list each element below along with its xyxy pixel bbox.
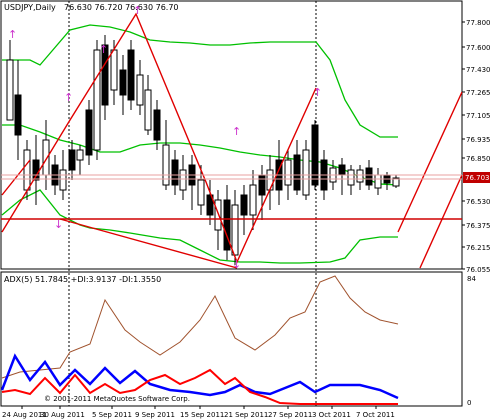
price-tick-label: 76.850 [466, 155, 490, 163]
fractal-up-icon: ↑ [232, 125, 241, 138]
candle-body [68, 149, 76, 171]
fractal-up-icon: ↑ [133, 4, 142, 17]
price-axis: 77.800 77.600 77.430 77.265 77.105 76.935 76.8… [462, 19, 490, 274]
candle-body [374, 174, 382, 189]
price-tick-label: 77.430 [466, 66, 490, 74]
fractal-up-icon: ↑ [64, 91, 73, 104]
candle-body [127, 49, 135, 101]
candle-body [206, 194, 214, 216]
zigzag-line [1, 12, 317, 264]
time-label: 27 Sep 2011 [268, 411, 312, 419]
price-tick-label: 77.600 [466, 44, 490, 52]
copyright-text: © 2001-2011 MetaQuotes Software Corp. [44, 395, 190, 403]
plus-di-line [0, 353, 399, 400]
price-tick-label: 76.935 [466, 136, 490, 144]
ohlc-readout: 76.630 76.720 76.630 76.70 [64, 3, 179, 12]
zigzag-lines [1, 12, 463, 269]
candle-body [223, 199, 231, 251]
candle-body [356, 169, 364, 183]
time-label: 24 Aug 2011 [2, 411, 47, 419]
price-tick-label: 76.215 [466, 244, 490, 252]
price-tick-label: 76.375 [466, 222, 490, 230]
price-tick-label: 76.055 [466, 266, 490, 274]
candle-body [14, 94, 22, 136]
candle-body [214, 199, 222, 231]
candle-body [302, 149, 310, 196]
candle-body [179, 169, 187, 191]
fractal-up-icon: ↑ [99, 43, 108, 56]
adx-axis-bottom: 0 [467, 399, 471, 407]
minus-di-line [1, 368, 398, 405]
candle-body [136, 74, 144, 106]
current-price-label: 76.703 [465, 174, 490, 182]
candle-body [23, 149, 31, 191]
symbol-label: USDJPY,Daily [4, 3, 56, 12]
adx-axis-top: 84 [467, 275, 476, 283]
fractal-down-icon: ↓ [54, 218, 63, 231]
bollinger-line [2, 24, 398, 138]
adx-main-line [1, 275, 399, 379]
candle-body [119, 69, 127, 96]
zigzag-line [397, 91, 463, 233]
candle-body [59, 169, 67, 191]
time-label: 9 Sep 2011 [135, 411, 175, 419]
candle-body [101, 44, 109, 106]
candle-body [76, 149, 84, 161]
price-tick-label: 76.530 [466, 198, 490, 206]
candle-body [284, 159, 292, 186]
zigzag-line [59, 218, 238, 269]
candle-body [153, 109, 161, 141]
candle-body [85, 109, 93, 156]
candle-body [171, 159, 179, 186]
candle-body [197, 179, 205, 206]
candle-body [258, 174, 266, 196]
candle-body [347, 169, 355, 186]
candle-body [231, 204, 239, 256]
candle-body [392, 177, 400, 187]
fractal-up-icon: ↑ [313, 86, 322, 99]
candle-body [240, 194, 248, 216]
candle-body [93, 49, 101, 151]
price-tick-label: 77.800 [466, 19, 490, 27]
candle-body [293, 154, 301, 191]
adx-pane[interactable] [0, 271, 463, 407]
zigzag-line [1, 159, 31, 196]
candle-body [110, 49, 118, 91]
price-tick-label: 77.105 [466, 112, 490, 120]
fractal-markers: ↑ ↑ ↑ ↑ ↑ ↑ ↓ ↓ [8, 4, 322, 271]
time-label: 30 Aug 2011 [40, 411, 85, 419]
fractal-up-icon: ↑ [8, 28, 17, 41]
candle-body [6, 59, 14, 121]
candle-body [311, 124, 319, 186]
price-tick-label: 77.265 [466, 89, 490, 97]
time-label: 3 Oct 2011 [312, 411, 351, 419]
candle-body [338, 164, 346, 176]
zigzag-line [419, 174, 463, 269]
adx-label: ADX(5) 51.7845 +DI:3.9137 -DI:1.3550 [4, 275, 161, 284]
candle-body [266, 169, 274, 191]
candle-body [144, 89, 152, 131]
current-price-box [463, 172, 490, 183]
candle-body [42, 139, 50, 176]
candle-body [162, 144, 170, 186]
fractal-down-icon: ↓ [232, 258, 241, 271]
time-label: 21 Sep 2011 [224, 411, 268, 419]
candle-body [365, 167, 373, 186]
candle-body [249, 184, 257, 216]
adx-lines [0, 275, 399, 405]
time-label: 5 Sep 2011 [92, 411, 132, 419]
time-label: 7 Oct 2011 [356, 411, 395, 419]
time-label: 15 Sep 2011 [180, 411, 224, 419]
